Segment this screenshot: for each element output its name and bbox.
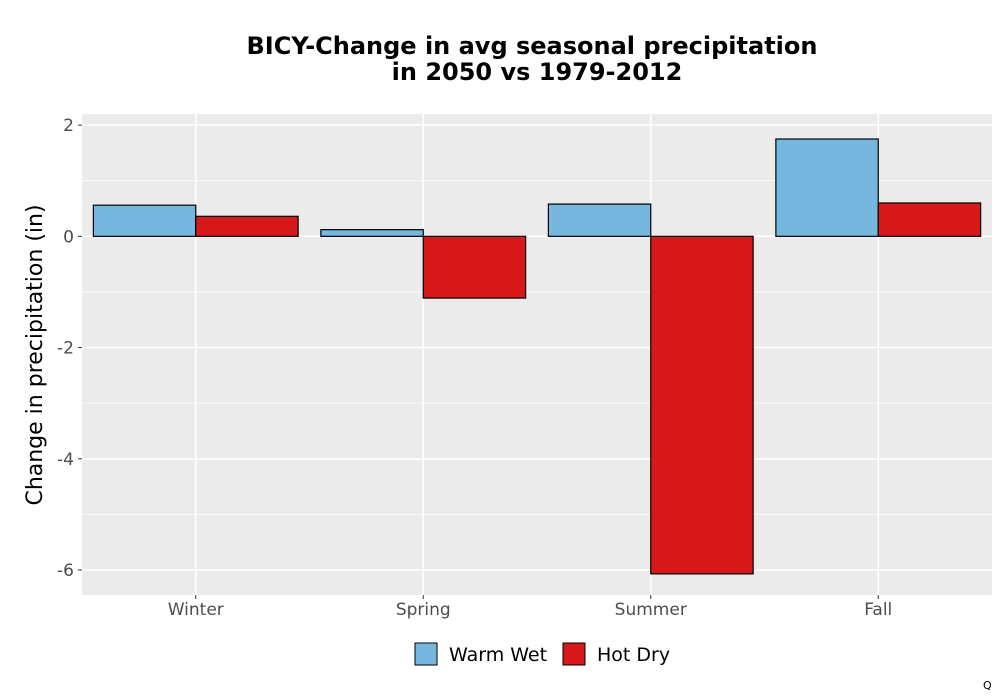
bars [92,138,982,575]
x-tick-label: Spring [396,600,451,620]
legend: Warm Wet Hot Dry [414,642,670,666]
bar-spring-hot-dry [422,235,527,299]
y-tick-label: -6 [57,561,74,581]
bar-fall-warm-wet [775,138,879,237]
x-tick-label: Winter [168,600,224,620]
y-tick-label: -2 [57,339,74,359]
y-tick-label: 0 [63,227,74,247]
x-tick-label: Fall [864,600,892,620]
chart-title-line-1: BICY-Change in avg seasonal precipitatio… [247,32,818,60]
bar-spring-warm-wet [320,229,424,237]
corner-mark: Q [983,679,992,692]
legend-label-hot-dry: Hot Dry [597,644,670,666]
bar-winter-warm-wet [92,204,197,237]
bar-summer-warm-wet [547,203,652,237]
chart-title-line-2: in 2050 vs 1979-2012 [392,58,683,86]
x-tick-label: Summer [615,600,687,620]
y-tick-label: 2 [63,116,74,136]
x-axis: Winter Spring Summer Fall [168,595,892,620]
legend-label-warm-wet: Warm Wet [449,644,547,666]
legend-swatch-hot-dry [562,642,586,666]
y-axis: 2 0 -2 -4 -6 [57,116,82,581]
bar-fall-hot-dry [877,202,982,237]
y-axis-title: Change in precipitation (in) [23,204,48,505]
legend-swatch-warm-wet [414,642,438,666]
y-tick-label: -4 [57,450,74,470]
bar-summer-hot-dry [650,235,754,575]
bar-winter-hot-dry [195,215,299,237]
